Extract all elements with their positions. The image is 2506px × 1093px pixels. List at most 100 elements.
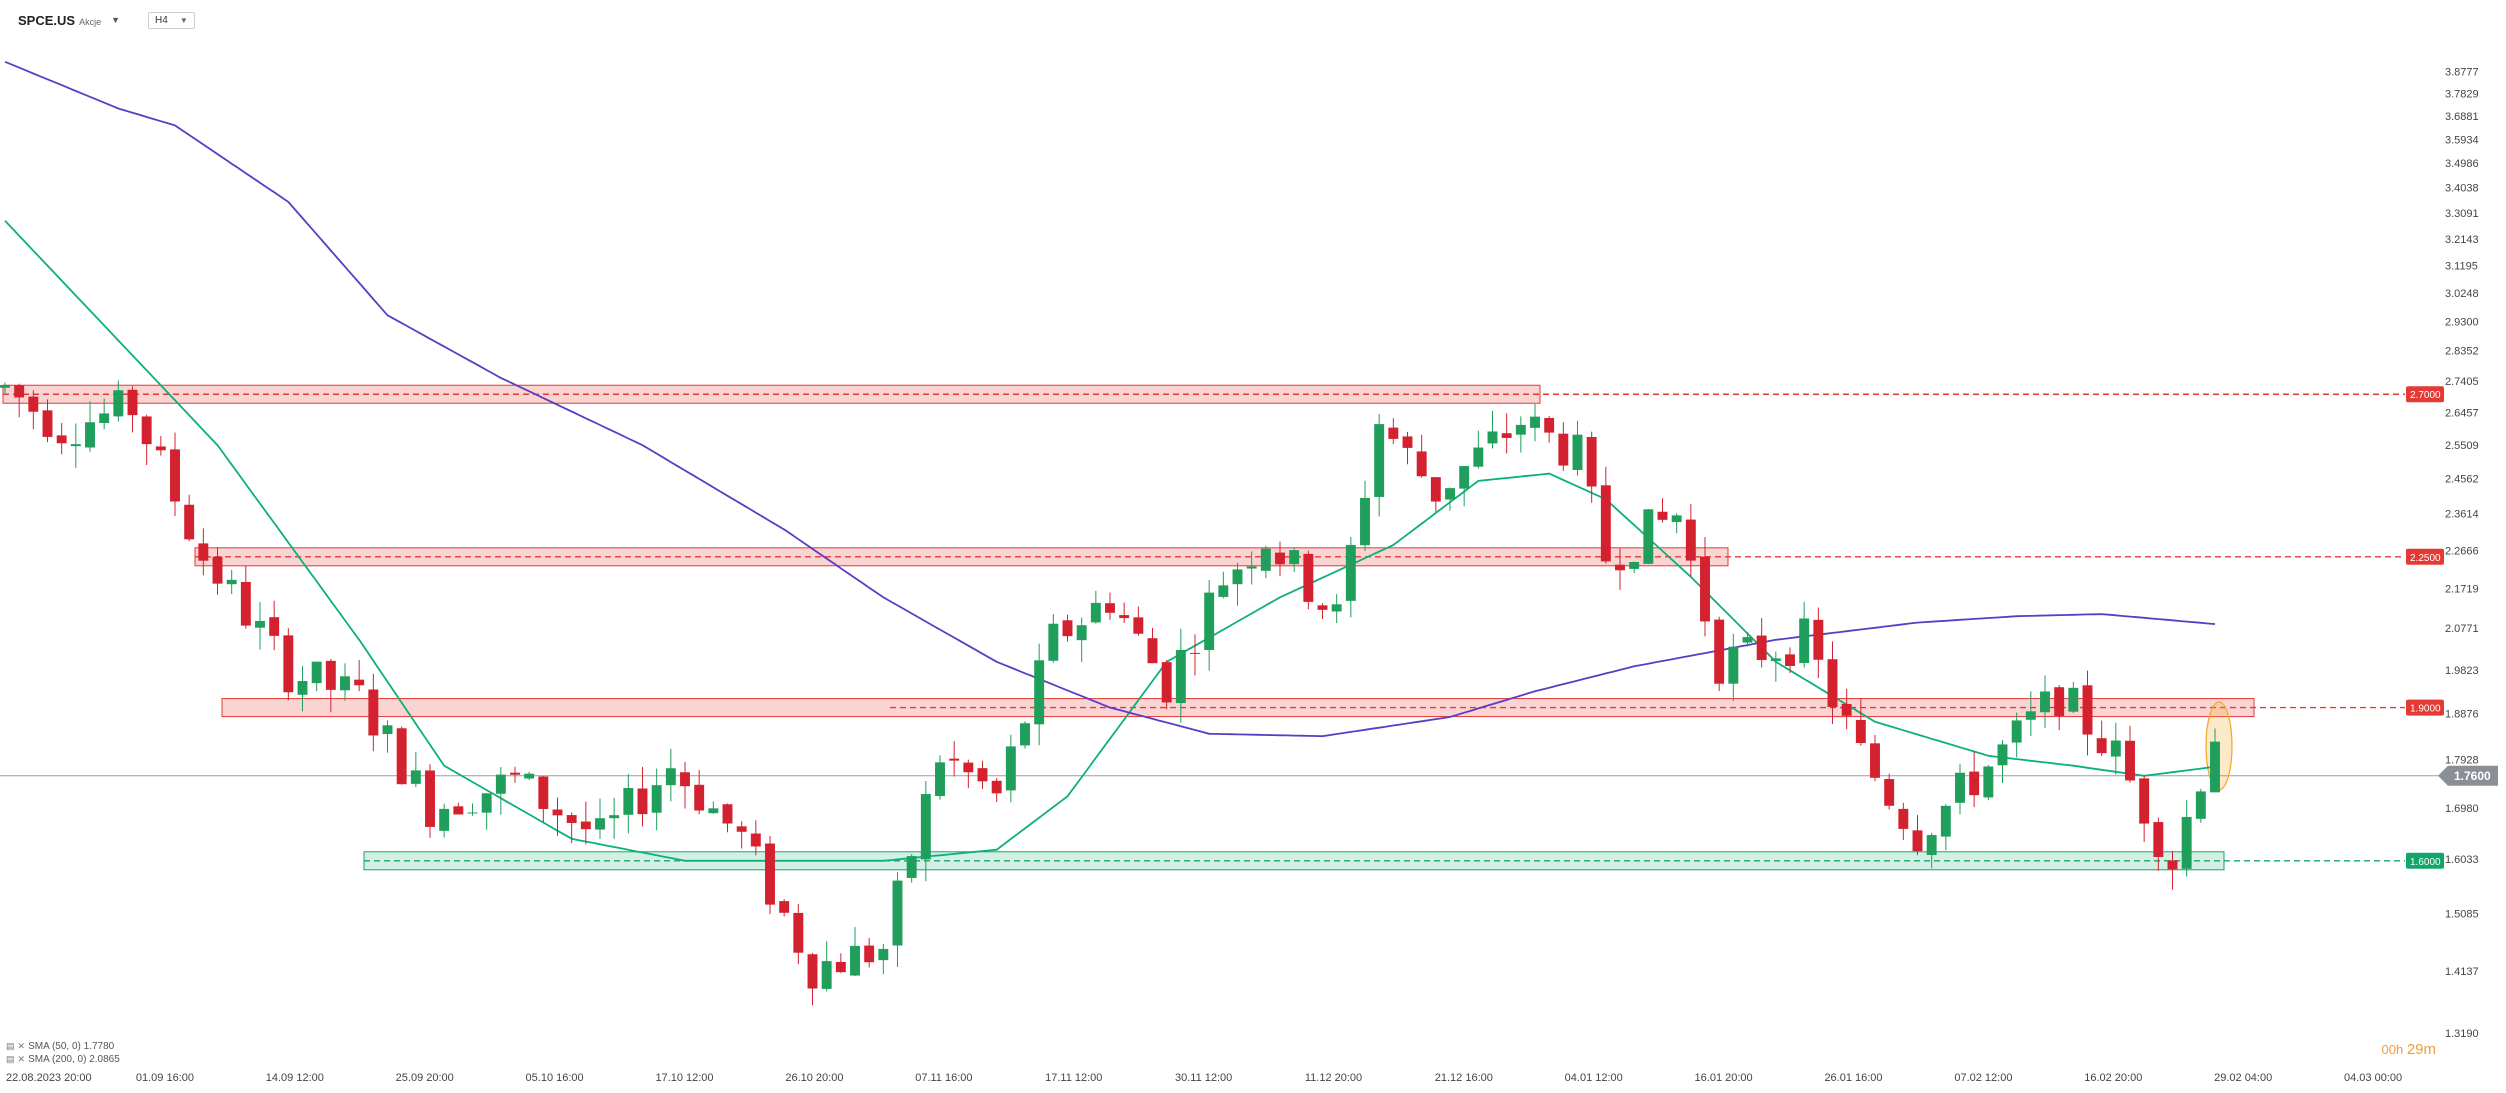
- candle-body: [269, 617, 280, 636]
- time-tick-label: 16.01 20:00: [1695, 1072, 1753, 1084]
- candle: [779, 899, 790, 917]
- timeframe-select[interactable]: H4 ▼: [148, 11, 195, 29]
- time-tick-label: 21.12 16:00: [1435, 1072, 1493, 1084]
- candle-body: [779, 901, 790, 913]
- price-tick-label: 3.7829: [2445, 89, 2479, 101]
- candle: [14, 383, 25, 418]
- candle-body: [595, 818, 605, 830]
- candle: [1855, 698, 1866, 746]
- indicator-settings-icon[interactable]: ▤: [6, 1041, 15, 1051]
- level-price-label: 1.9000: [2406, 699, 2444, 716]
- candle: [1841, 688, 1852, 730]
- candle: [1275, 541, 1285, 577]
- price-tick-label: 3.4986: [2445, 158, 2479, 170]
- close-icon[interactable]: ✕: [17, 1054, 26, 1064]
- candle-body: [1855, 719, 1866, 744]
- indicator-settings-icon[interactable]: ▤: [6, 1054, 15, 1064]
- candle: [2110, 722, 2121, 775]
- candle: [1034, 643, 1045, 746]
- candle-body: [765, 843, 775, 905]
- candle: [1402, 431, 1413, 465]
- symbol-dropdown-icon[interactable]: ▼: [111, 15, 121, 25]
- candle-body: [708, 808, 719, 814]
- level-zones: [2, 384, 2405, 871]
- candle-body: [1487, 431, 1498, 444]
- candle-body: [42, 410, 53, 437]
- candle-body: [1289, 550, 1300, 565]
- candle: [396, 726, 407, 785]
- candle-body: [170, 449, 180, 502]
- candle-body: [1884, 779, 1895, 806]
- candle: [1827, 641, 1838, 724]
- candle: [1884, 773, 1895, 810]
- candle-body: [680, 772, 690, 787]
- svg-text:1.9000: 1.9000: [2410, 704, 2441, 715]
- candle-body: [1331, 604, 1342, 612]
- candle-body: [1799, 618, 1810, 664]
- legend-sma200[interactable]: ▤ ✕ SMA (200, 0) 2.0865: [6, 1053, 120, 1066]
- candle-body: [410, 770, 421, 784]
- symbol-name[interactable]: SPCE.US: [18, 12, 76, 28]
- svg-text:1.6000: 1.6000: [2410, 857, 2441, 868]
- candle: [467, 803, 478, 816]
- candle: [1416, 434, 1427, 478]
- candle: [1190, 634, 1200, 676]
- candle-body: [935, 762, 945, 797]
- candle: [1955, 763, 1965, 815]
- candle: [722, 803, 733, 833]
- close-icon[interactable]: ✕: [17, 1041, 26, 1051]
- candle: [1430, 477, 1441, 512]
- legend-sma200-label: SMA (200, 0) 2.0865: [28, 1054, 120, 1065]
- candle-body: [1515, 424, 1526, 435]
- candle-body: [609, 815, 620, 819]
- candle-body: [1133, 617, 1144, 634]
- candle-body: [184, 504, 195, 540]
- candle-body: [665, 768, 676, 786]
- candle-body: [1005, 746, 1016, 791]
- candle: [793, 904, 804, 965]
- candle: [382, 720, 393, 753]
- candle-body: [1926, 835, 1937, 855]
- candle: [1643, 509, 1654, 565]
- candle: [255, 602, 265, 650]
- time-tick-label: 07.11 16:00: [915, 1072, 972, 1084]
- price-tick-label: 1.6980: [2445, 803, 2479, 815]
- time-tick-label: 29.02 04:00: [2214, 1072, 2272, 1084]
- timer-hours: 00h: [2381, 1042, 2404, 1057]
- candle-body: [1870, 743, 1880, 778]
- candle-body: [1827, 659, 1838, 707]
- candle: [1785, 647, 1795, 674]
- time-tick-label: 04.03 00:00: [2344, 1072, 2402, 1084]
- candle-body: [255, 620, 265, 628]
- candle: [807, 952, 818, 1006]
- candle: [1983, 765, 1994, 801]
- candle: [1813, 607, 1824, 679]
- candle-body: [736, 826, 747, 832]
- price-tick-label: 3.3091: [2445, 208, 2479, 220]
- candle-body: [963, 762, 974, 773]
- candle-body: [1076, 625, 1087, 641]
- candle: [198, 528, 209, 576]
- candle: [991, 778, 1002, 803]
- candle: [708, 801, 719, 814]
- candle: [283, 628, 294, 701]
- candle-body: [396, 728, 407, 785]
- candle: [1218, 571, 1229, 599]
- candle-body: [1275, 552, 1285, 565]
- candle-body: [1473, 447, 1484, 467]
- candle-body: [2011, 720, 2022, 743]
- candle-body: [580, 821, 591, 830]
- timeframe-label: H4: [155, 14, 168, 26]
- candle: [495, 767, 506, 815]
- candle-body: [1303, 553, 1314, 602]
- candle-body: [1700, 556, 1710, 622]
- candle-body: [1983, 766, 1994, 798]
- timer-minutes: 29m: [2406, 1041, 2436, 1058]
- candle: [1331, 594, 1342, 624]
- candle-body: [1785, 654, 1795, 666]
- legend-sma50[interactable]: ▤ ✕ SMA (50, 0) 1.7780: [6, 1040, 120, 1053]
- candle: [651, 768, 662, 831]
- time-tick-label: 30.11 12:00: [1175, 1072, 1232, 1084]
- candle: [28, 390, 39, 430]
